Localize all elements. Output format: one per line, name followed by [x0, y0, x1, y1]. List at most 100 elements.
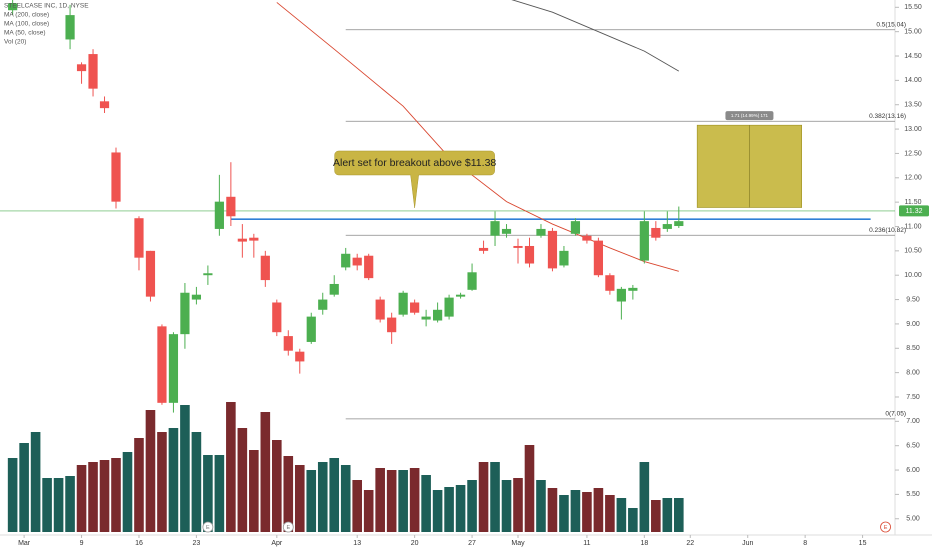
- volume-bar: [605, 495, 615, 532]
- x-tick-label: 27: [468, 540, 476, 547]
- volume-bar: [157, 432, 167, 532]
- y-tick-label: 6.00: [906, 467, 920, 474]
- candle-body: [524, 245, 535, 264]
- x-tick-label: 20: [411, 540, 419, 547]
- last-price-tag: [899, 205, 929, 217]
- event-label: E: [286, 525, 290, 531]
- volume-bar: [467, 480, 477, 532]
- y-tick-label: 14.50: [904, 53, 922, 60]
- fib-label: 0.382(13.16): [869, 113, 906, 120]
- candle-body: [180, 292, 190, 335]
- candle-body: [341, 253, 351, 268]
- y-tick-label: 12.00: [904, 175, 922, 182]
- candle-body: [260, 255, 270, 281]
- volume-bar: [76, 465, 87, 532]
- candle-body: [283, 336, 293, 351]
- candle-body: [501, 228, 512, 234]
- volume-bar: [272, 440, 282, 532]
- volume-bar: [122, 452, 133, 532]
- x-tick-label: May: [511, 540, 525, 547]
- x-tick-label: Apr: [271, 540, 283, 547]
- candle-body: [662, 224, 672, 229]
- candle-body: [272, 302, 282, 333]
- candle-body: [306, 316, 316, 342]
- candle-body: [444, 297, 454, 317]
- y-tick-label: 9.00: [906, 321, 920, 328]
- volume-bar: [19, 443, 29, 532]
- y-tick-label: 5.00: [906, 516, 920, 523]
- candle-body: [582, 235, 592, 241]
- y-tick-label: 7.00: [906, 418, 920, 425]
- ma-line: [511, 0, 680, 72]
- y-tick-label: 14.00: [904, 77, 922, 84]
- x-tick-label: 16: [135, 540, 143, 547]
- candle-body: [352, 257, 362, 266]
- volume-bar: [421, 475, 431, 532]
- volume-bar: [294, 465, 305, 532]
- candle-body: [398, 292, 408, 315]
- candle-body: [616, 288, 626, 302]
- overlay: 0.5(15.04) 0.382(13.16) 0.236(10.82) 0(7.05…: [202, 21, 929, 533]
- candle-body: [375, 299, 385, 320]
- volume-bar: [432, 490, 443, 532]
- candle-body: [639, 221, 649, 261]
- volume-bar: [340, 465, 351, 532]
- volume-bar: [478, 462, 489, 532]
- candle-body: [88, 54, 98, 89]
- candle-body: [559, 250, 569, 266]
- volume-bar: [547, 488, 558, 532]
- candle-body: [99, 101, 110, 109]
- event-marker: [282, 521, 294, 533]
- candle-body: [145, 250, 156, 297]
- volume-bar: [111, 458, 121, 532]
- candle-body: [478, 247, 489, 251]
- x-tick-label: Jun: [742, 540, 753, 547]
- ma-line: [276, 2, 679, 272]
- event-label: E: [884, 525, 888, 531]
- annotation-bubble: [334, 150, 495, 209]
- y-tick-label: 9.50: [906, 296, 920, 303]
- y-tick-label: 10.50: [904, 248, 922, 255]
- candle-body: [490, 221, 500, 236]
- x-tick-label: 23: [193, 540, 201, 547]
- x-tick-label: 15: [859, 540, 867, 547]
- candle-body: [157, 326, 167, 403]
- volume-bar: [283, 456, 294, 532]
- candle-body: [536, 228, 546, 236]
- volume-bar: [501, 480, 512, 532]
- candle-body: [628, 287, 638, 291]
- plot-area: [0, 0, 895, 532]
- y-tick-label: 8.50: [906, 345, 920, 352]
- candle-body: [410, 302, 420, 313]
- volume-bar: [53, 478, 64, 532]
- volume-bar: [651, 500, 661, 532]
- x-tick-label: 11: [583, 540, 590, 547]
- x-tick-label: 22: [686, 540, 694, 547]
- chart-title: STEELCASE INC, 1D, NYSE: [4, 3, 89, 10]
- volume-bar: [134, 438, 144, 532]
- volume-bar: [490, 462, 500, 532]
- volume-bar: [191, 432, 202, 532]
- volume-bar: [214, 455, 225, 532]
- projection-label: 1.71 (14.99%) 171: [731, 113, 769, 118]
- x-tick-label: Mar: [18, 540, 31, 547]
- volume-bar: [524, 445, 535, 532]
- volume-bar: [226, 402, 236, 532]
- candle-body: [364, 255, 374, 279]
- volume-bar: [65, 476, 75, 532]
- volume-bar: [352, 480, 363, 532]
- volume-bar: [237, 428, 248, 532]
- projection-tag: [725, 111, 774, 121]
- fib-label: 0.236(10.82): [869, 227, 906, 234]
- volume-bar: [674, 498, 684, 532]
- volume-bar: [398, 470, 408, 532]
- event-label: E: [206, 525, 210, 531]
- candle-body: [191, 294, 202, 300]
- candle-body: [513, 245, 523, 248]
- y-tick-label: 5.50: [906, 491, 920, 498]
- candle-body: [651, 227, 661, 238]
- y-tick-label: 15.50: [904, 4, 922, 11]
- candle-body: [421, 316, 431, 320]
- event-marker: [202, 521, 214, 533]
